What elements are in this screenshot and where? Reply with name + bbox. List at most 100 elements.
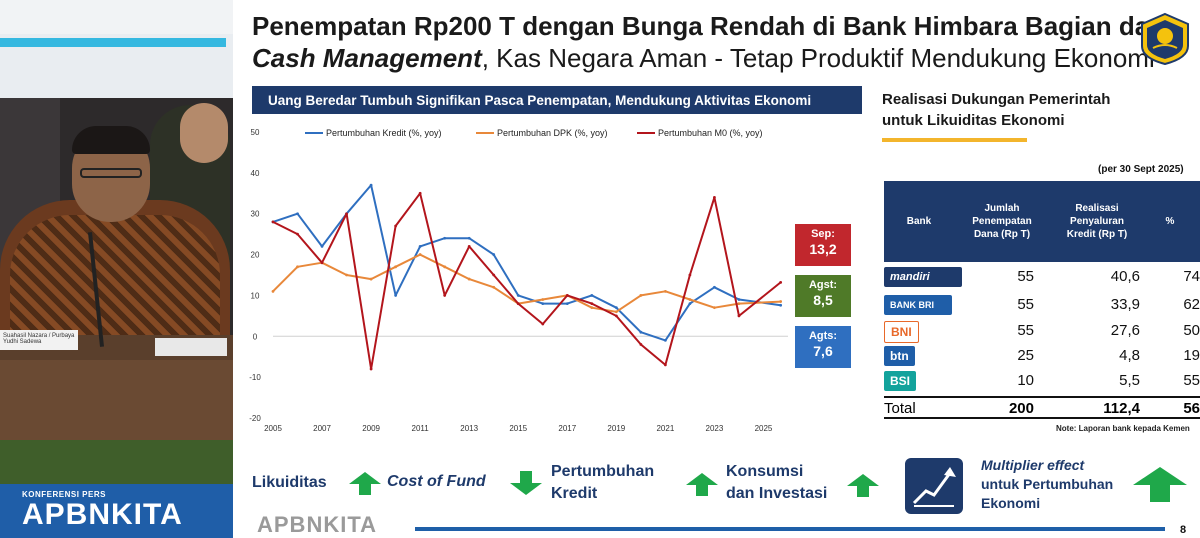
total-realisasi: 112,4 [1103,400,1140,417]
flow-konsumsi-l1: Konsumsi [726,463,804,480]
cell-realisasi: 33,9 [1110,296,1140,313]
data-point [614,306,618,310]
y-tick-label: 30 [251,210,260,219]
total-jumlah: 200 [1008,400,1034,417]
legend-item-dpk: Pertumbuhan DPK (%, yoy) [476,128,608,138]
y-tick-label: 10 [251,291,260,300]
series-line-1 [272,253,781,313]
arrow-up-icon [686,473,718,496]
x-tick-label: 2019 [607,424,625,433]
y-tick-label: 20 [251,251,260,260]
data-point [516,294,520,297]
table-row: BSI 10 5,5 55 [884,369,1200,394]
x-tick-label: 2005 [264,424,282,433]
table-total-row: Total 200 112,4 56 [884,396,1200,419]
data-point [663,289,667,293]
cell-pct: 62 [1183,296,1200,313]
data-point [271,220,275,224]
right-panel-title: Realisasi Dukungan Pemerintah untuk Liku… [882,89,1182,131]
badge-label: Sep: [811,228,835,240]
series-line-0 [272,184,781,342]
cell-pct: 55 [1183,372,1200,389]
flow-multiplier-l1: Multiplier effect [981,457,1085,473]
data-point [443,236,447,240]
cell-jumlah: 10 [1017,372,1034,389]
header-jumlah-l2: Penempatan [972,216,1032,227]
data-point [271,289,275,293]
badge-value: 8,5 [813,292,833,308]
data-point [467,277,471,281]
cell-jumlah: 55 [1017,268,1034,285]
bank-logo-bni: BNI [884,321,919,343]
header-bank: Bank [906,216,932,227]
bank-name: BNI [884,321,919,343]
arrow-up-icon [847,474,879,497]
badge-m0-sep: Sep: 13,2 [795,224,851,266]
data-point [639,294,643,297]
legend-item-m0: Pertumbuhan M0 (%, yoy) [637,128,763,138]
total-pct: 56 [1183,400,1200,417]
x-tick-label: 2011 [412,424,430,433]
data-point [418,253,422,256]
data-point [779,303,783,307]
table-row: BNI 55 27,6 50 [884,319,1200,344]
flow-pertumbuhan-l2: Kredit [551,485,598,502]
right-title-line-1: Realisasi Dukungan Pemerintah [882,91,1111,108]
data-point [492,253,496,256]
flow-cost-of-fund: Cost of Fund [387,473,486,490]
data-point [713,285,716,289]
data-point [516,302,520,305]
right-title-underline [882,138,1027,142]
data-point [713,195,716,199]
data-point [737,298,741,301]
bank-logo-btn: btn [884,346,915,366]
data-point [713,306,716,310]
y-tick-label: 50 [251,128,260,137]
cell-realisasi: 5,5 [1119,372,1140,389]
data-point [639,343,643,346]
header-realisasi-l1: Realisasi [1075,203,1119,214]
header-pct: % [1165,216,1175,227]
data-point [394,294,398,297]
cell-pct: 19 [1183,347,1200,364]
bank-name: BANK BRI [884,295,952,315]
camera-feed: Suahasil Nazara / Purbaya Yudhi Sadewa K… [0,0,233,538]
series-line-2 [272,192,782,370]
badge-value: 13,2 [809,241,837,257]
speaker-batik [10,215,220,335]
data-point [663,363,667,367]
bank-name: btn [884,346,915,366]
cell-jumlah: 25 [1017,347,1034,364]
table-header: Bank Jumlah Penempatan Dana (Rp T) Reali… [884,181,1200,262]
title-emphasis: Cash Management [252,43,482,73]
flow-konsumsi-investasi: Konsumsi dan Investasi [726,461,827,505]
feed-top [0,0,233,34]
watermark-brand: APBNKITA [257,512,378,537]
x-tick-label: 2021 [656,424,674,433]
data-point [492,273,496,277]
header-realisasi-l2: Penyaluran [1070,216,1124,227]
flow-multiplier-l2: untuk Pertumbuhan [981,476,1114,492]
feed-footer-brand: APBNKITA [22,498,183,531]
data-point [614,310,618,314]
flow-pertumbuhan-kredit: Pertumbuhan Kredit [551,461,654,505]
flow-konsumsi-l2: dan Investasi [726,485,828,502]
bank-logo-bsi: BSI [884,371,917,391]
y-tick-label: 0 [253,332,258,341]
arrow-up-icon [349,472,381,495]
kemenkeu-logo-icon [1141,12,1189,66]
data-point [296,212,299,216]
data-point [394,265,398,269]
total-label: Total [884,400,916,417]
badge-kredit-agts: Agts: 7,6 [795,326,851,368]
data-point [688,273,692,277]
data-point [663,338,667,342]
data-point [345,273,348,277]
cell-pct: 74 [1183,268,1200,285]
feed-papers [155,338,227,356]
cell-realisasi: 40,6 [1110,268,1140,285]
legend-label-kredit: Pertumbuhan Kredit (%, yoy) [326,128,442,138]
data-point [320,261,324,265]
cell-realisasi: 4,8 [1119,347,1140,364]
